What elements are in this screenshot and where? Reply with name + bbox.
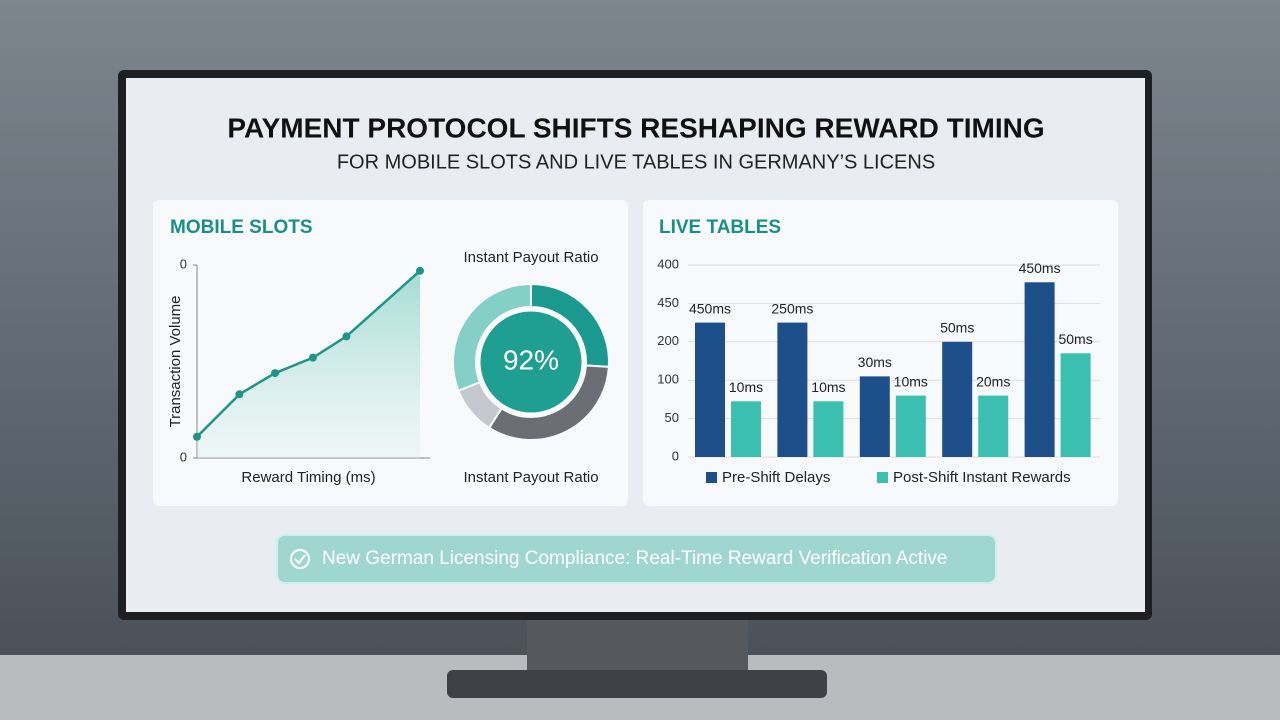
- donut-segment: [452, 282, 532, 393]
- bar: [813, 401, 844, 457]
- point: [271, 369, 280, 378]
- bar-annotation: 10ms: [894, 373, 928, 389]
- y-tick-label: 400: [657, 256, 679, 271]
- donut-label: Instant Payout Ratio: [463, 469, 598, 486]
- y-tick-label: 100: [657, 372, 679, 387]
- panel-title: LIVE TABLES: [659, 217, 781, 238]
- point: [416, 266, 424, 275]
- legend-swatch: [877, 472, 888, 483]
- bar-annotation: 50ms: [940, 320, 974, 336]
- legend-label: Pre-Shift Delays: [722, 469, 830, 486]
- banner: [276, 534, 997, 584]
- bar: [777, 322, 808, 457]
- y-tick-label: 450: [657, 295, 679, 310]
- donut-title: Instant Payout Ratio: [463, 249, 598, 266]
- bar: [978, 395, 1009, 457]
- legend-label: Post-Shift Instant Rewards: [893, 469, 1071, 486]
- point: [342, 332, 351, 341]
- y-tick-label: 200: [657, 333, 679, 348]
- point: [235, 390, 244, 399]
- bar-annotation: 50ms: [1058, 331, 1092, 347]
- bar: [895, 395, 926, 457]
- bar-annotation: 450ms: [1019, 260, 1061, 276]
- subtitle: FOR MOBILE SLOTS AND LIVE TABLES IN GERM…: [337, 151, 935, 173]
- point: [308, 353, 317, 362]
- bar: [695, 322, 725, 457]
- bar-annotation: 10ms: [811, 379, 845, 395]
- title: PAYMENT PROTOCOL SHIFTS RESHAPING REWARD…: [227, 112, 1044, 143]
- bar: [942, 341, 973, 457]
- bar-annotation: 450ms: [689, 300, 731, 316]
- y-tick-label: 50: [665, 410, 679, 425]
- stand-base: [447, 670, 827, 698]
- x-axis-label: Reward Timing (ms): [241, 469, 375, 486]
- panel-title: MOBILE SLOTS: [170, 217, 313, 238]
- y-tick-label: 0: [180, 256, 187, 271]
- bar: [1024, 282, 1055, 457]
- bar-annotation: 20ms: [976, 373, 1010, 389]
- area: [197, 270, 420, 458]
- bar: [1060, 353, 1091, 457]
- check-icon: [294, 554, 306, 565]
- donut-center: [477, 308, 585, 416]
- donut-center-text: 92%: [503, 344, 559, 375]
- bar-annotation: 250ms: [771, 300, 813, 316]
- stand-neck: [527, 612, 748, 676]
- y-axis-label: Transaction Volume: [167, 295, 184, 427]
- bar-annotation: 30ms: [858, 354, 892, 370]
- check-icon: [290, 549, 310, 569]
- bar-annotation: 10ms: [729, 379, 763, 395]
- legend-swatch: [706, 472, 717, 483]
- bar: [731, 401, 761, 457]
- y-tick-label: 0: [672, 448, 679, 463]
- line: [196, 269, 421, 438]
- banner-text: New German Licensing Compliance: Real-Ti…: [322, 548, 948, 569]
- point: [193, 432, 201, 441]
- y-tick-label: 0: [180, 449, 187, 464]
- bar: [859, 376, 890, 457]
